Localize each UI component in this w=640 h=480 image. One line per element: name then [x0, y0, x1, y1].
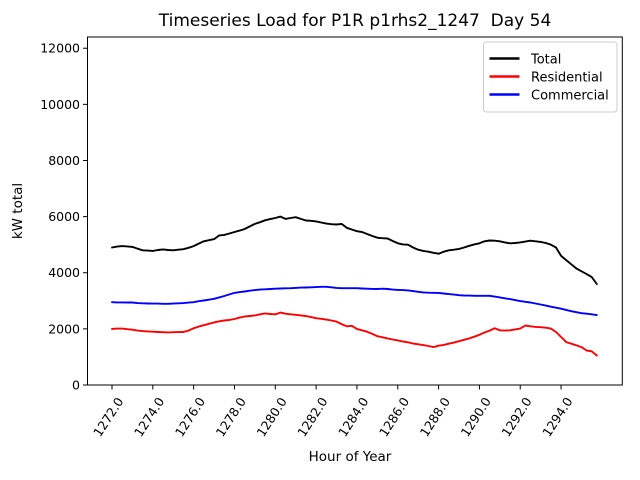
- chart-title: Timeseries Load for P1R p1rhs2_1247 Day …: [158, 11, 552, 31]
- x-axis-ticks: 1272.0 1274.0 1276.0 1278.0 1280.0 1282.0 1284…: [90, 385, 576, 439]
- y-tick-label: 0: [72, 378, 80, 393]
- x-tick-label: 1272.0: [90, 394, 126, 439]
- legend: Total Residential Commercial: [483, 41, 618, 113]
- x-axis-label: Hour of Year: [309, 449, 392, 465]
- y-axis-label: kW total: [10, 183, 26, 239]
- legend-label-commercial: Commercial: [531, 88, 609, 103]
- y-tick-label: 10000: [40, 97, 80, 112]
- legend-label-residential: Residential: [531, 70, 603, 85]
- x-tick-label: 1288.0: [417, 394, 453, 439]
- data-lines: [111, 215, 598, 357]
- series-line-total: [111, 215, 598, 285]
- x-tick-label: 1286.0: [376, 394, 412, 439]
- x-tick-label: 1294.0: [539, 394, 575, 439]
- y-tick-label: 6000: [48, 209, 80, 224]
- x-tick-label: 1282.0: [294, 394, 330, 439]
- y-tick-label: 4000: [48, 265, 80, 280]
- plot-area: [87, 36, 623, 386]
- y-axis-ticks: 0 2000 4000 6000 8000 10000 12000: [40, 41, 88, 393]
- x-tick-label: 1274.0: [131, 394, 167, 439]
- legend-label-total: Total: [530, 52, 561, 67]
- series-line-commercial: [111, 285, 598, 317]
- x-tick-label: 1292.0: [498, 394, 534, 439]
- x-tick-label: 1276.0: [172, 394, 208, 439]
- x-tick-label: 1280.0: [253, 394, 289, 439]
- x-tick-label: 1284.0: [335, 394, 371, 439]
- y-tick-label: 8000: [48, 153, 80, 168]
- x-tick-label: 1290.0: [458, 394, 494, 439]
- x-tick-label: 1278.0: [213, 394, 249, 439]
- y-tick-label: 12000: [40, 41, 80, 56]
- series-line-residential: [111, 311, 598, 357]
- y-tick-label: 2000: [48, 321, 80, 336]
